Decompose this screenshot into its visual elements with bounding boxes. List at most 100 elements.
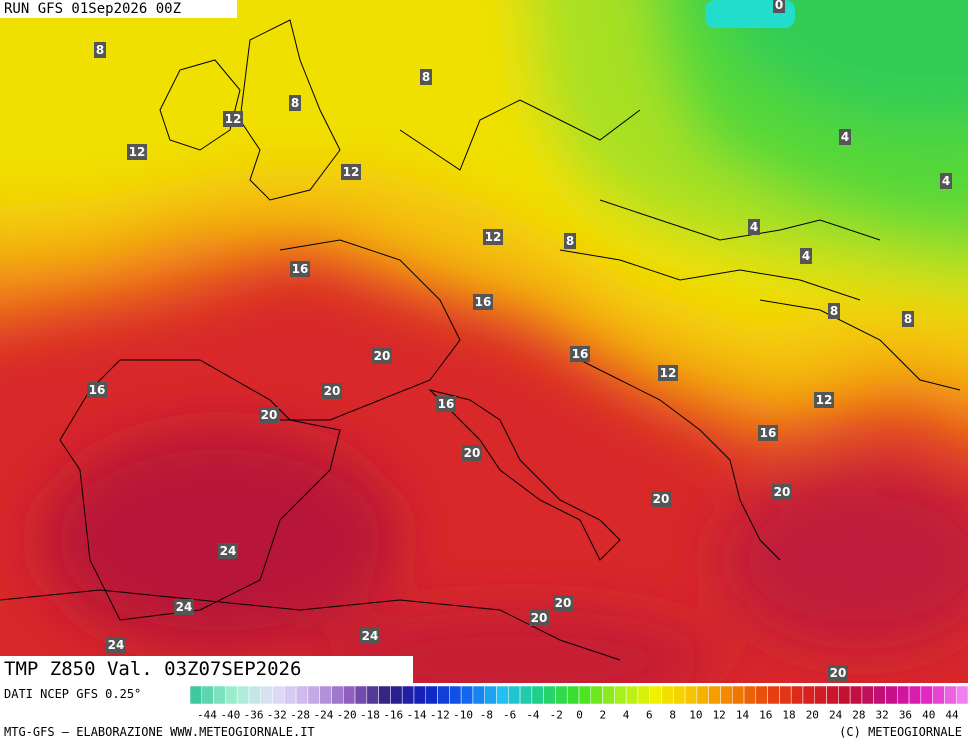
contour-label: 8: [566, 234, 574, 248]
contour-label: 20: [555, 596, 572, 610]
colorbar-tick-label: 20: [806, 709, 819, 722]
colorbar-swatch: [248, 685, 261, 705]
colorbar-swatch: [755, 685, 768, 705]
colorbar-swatch: [720, 685, 733, 705]
label-box: [341, 164, 361, 180]
colorbar-tick-label: 24: [829, 709, 843, 722]
colorbar-swatch: [201, 685, 214, 705]
colorbar-swatch: [944, 685, 957, 705]
footer-box: [0, 656, 413, 683]
temperature-field: 8 8 8 12 12 12 0 4 4 4 4 12 8 16 16 8 8 16 20 12 20 16 12 20 16 1…: [0, 0, 968, 683]
label-box: [940, 173, 952, 189]
colorbar-tick-label: -14: [407, 709, 427, 722]
colorbar-swatch: [331, 685, 344, 705]
header-box: [0, 0, 237, 18]
colorbar-tick-label: 16: [759, 709, 772, 722]
colorbar-swatch: [861, 685, 874, 705]
colorbar-tick-label: 10: [689, 709, 702, 722]
contour-label: 24: [108, 638, 125, 652]
label-box: [94, 42, 106, 58]
label-box: [360, 628, 380, 644]
colorbar-swatch: [637, 685, 650, 705]
label-box: [462, 445, 482, 461]
colorbar-tick-label: 12: [713, 709, 726, 722]
contour-label: 16: [89, 383, 106, 397]
colorbar-swatch: [236, 685, 250, 705]
contour-label: 8: [904, 312, 912, 326]
colorbar: -44 -40 -36 -32 -28 -24 -20 -18 -16 -14 -12 -10 -8 -6…: [189, 685, 968, 722]
colorbar-swatch: [602, 685, 615, 705]
contour-label: 16: [438, 397, 455, 411]
colorbar-swatch: [437, 685, 450, 705]
colorbar-tick-label: -36: [244, 709, 264, 722]
contour-label: 12: [225, 112, 242, 126]
colorbar-swatch: [649, 685, 662, 705]
contour-label: 8: [291, 96, 299, 110]
label-box: [564, 233, 576, 249]
label-box: [839, 129, 851, 145]
contour-label: 12: [485, 230, 502, 244]
field-title: TMP Z850 Val. 03Z07SEP2026: [4, 658, 301, 680]
label-box: [529, 610, 549, 626]
colorbar-swatch: [508, 685, 521, 705]
colorbar-tick-label: 36: [899, 709, 912, 722]
colorbar-swatch: [390, 685, 403, 705]
label-box: [322, 383, 342, 399]
contour-label: 12: [343, 165, 360, 179]
label-box: [290, 261, 310, 277]
colorbar-tick-label: 14: [736, 709, 750, 722]
contour-label: 4: [841, 130, 849, 144]
label-box: [553, 595, 573, 611]
contour-label: 20: [374, 349, 391, 363]
contour-label: 4: [750, 220, 758, 234]
coastlines: [0, 19, 961, 661]
contour-label: 4: [802, 249, 810, 263]
contour-label: 24: [362, 629, 379, 643]
label-box: [570, 346, 590, 362]
colorbar-swatch: [779, 685, 792, 705]
colorbar-swatch: [531, 685, 544, 705]
contour-label: 16: [292, 262, 309, 276]
contour-label: 8: [830, 304, 838, 318]
colorbar-swatch: [342, 685, 356, 705]
run-title: RUN GFS 01Sep2026 00Z: [4, 1, 181, 17]
colorbar-swatch: [484, 685, 497, 705]
label-box: [748, 219, 760, 235]
colorbar-tick-label: -28: [290, 709, 310, 722]
contour-label: 20: [774, 485, 791, 499]
colorbar-swatch: [625, 685, 639, 705]
contour-label: 16: [475, 295, 492, 309]
label-box: [436, 396, 456, 412]
contour-label: 24: [176, 600, 193, 614]
label-box: [758, 425, 778, 441]
colorbar-swatch: [566, 685, 580, 705]
colorbar-swatch: [849, 685, 863, 705]
colorbar-swatch: [307, 685, 320, 705]
colorbar-swatch: [955, 685, 968, 705]
label-box: [473, 294, 493, 310]
colorbar-tick-label: 32: [876, 709, 889, 722]
contour-label: 20: [653, 492, 670, 506]
colorbar-tick-label: 28: [852, 709, 865, 722]
cold-patch: [705, 0, 795, 28]
colorbar-swatch: [696, 685, 709, 705]
contour-label: 20: [464, 446, 481, 460]
contour-label: 20: [531, 611, 548, 625]
contour-label: 12: [660, 366, 677, 380]
colorbar-tick-label: 2: [599, 709, 606, 722]
label-box: [127, 144, 147, 160]
colorbar-swatch: [555, 685, 568, 705]
colorbar-swatch: [838, 685, 851, 705]
colorbar-tick-label: -12: [430, 709, 450, 722]
contour-label: 8: [422, 70, 430, 84]
colorbar-tick-label: 40: [922, 709, 935, 722]
colorbar-tick-label: -20: [337, 709, 357, 722]
colorbar-swatch: [708, 685, 721, 705]
colorbar-swatch: [460, 685, 474, 705]
contour-label: 4: [942, 174, 950, 188]
contour-label: 12: [129, 145, 146, 159]
colorbar-swatch: [932, 685, 945, 705]
label-box: [87, 382, 107, 398]
label-box: [106, 637, 126, 653]
contour-label: 24: [220, 544, 237, 558]
